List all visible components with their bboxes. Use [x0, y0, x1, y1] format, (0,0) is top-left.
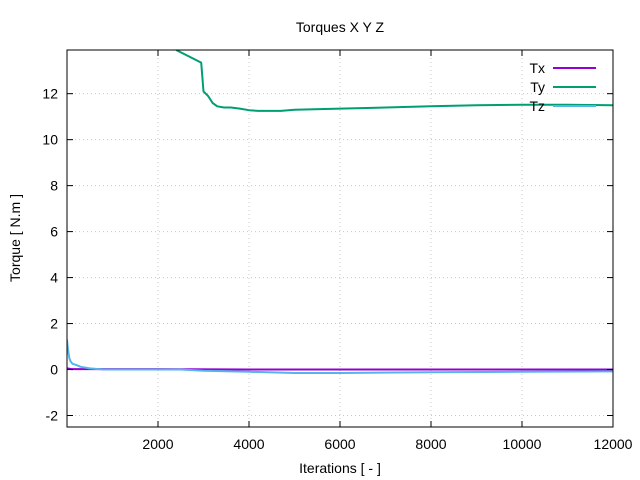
- axis-ticks: [67, 50, 614, 427]
- x-tick-label: 12000: [594, 436, 633, 452]
- y-tick-label: 2: [50, 316, 58, 332]
- x-tick-label: 8000: [415, 436, 446, 452]
- y-tick-label: 6: [50, 224, 58, 240]
- y-tick-label: 12: [42, 86, 58, 102]
- x-tick-label: 2000: [142, 436, 173, 452]
- x-axis-title: Iterations [ - ]: [299, 460, 381, 476]
- legend-label-ty: Ty: [530, 79, 545, 95]
- series-line-ty: [175, 50, 613, 112]
- x-tick-labels: 2000 4000 6000 8000 10000 12000: [142, 436, 632, 452]
- legend: Tx Ty Tz: [529, 60, 596, 114]
- x-tick-label: 4000: [233, 436, 264, 452]
- y-tick-label: 10: [42, 132, 58, 148]
- y-tick-labels: -2 0 2 4 6 8 10 12: [42, 86, 58, 424]
- y-axis-title: Torque [ N.m ]: [7, 194, 23, 282]
- legend-label-tx: Tx: [529, 60, 545, 76]
- series-line-tx: [67, 367, 613, 371]
- y-tick-label: 0: [50, 362, 58, 378]
- chart-title: Torques X Y Z: [296, 19, 385, 35]
- y-tick-label: 8: [50, 178, 58, 194]
- series-lines: [67, 50, 613, 374]
- y-tick-label: -2: [46, 408, 59, 424]
- x-tick-label: 10000: [503, 436, 542, 452]
- y-tick-label: 4: [50, 270, 58, 286]
- x-tick-label: 6000: [324, 436, 355, 452]
- series-line-tz: [67, 339, 613, 374]
- legend-label-tz: Tz: [529, 98, 545, 114]
